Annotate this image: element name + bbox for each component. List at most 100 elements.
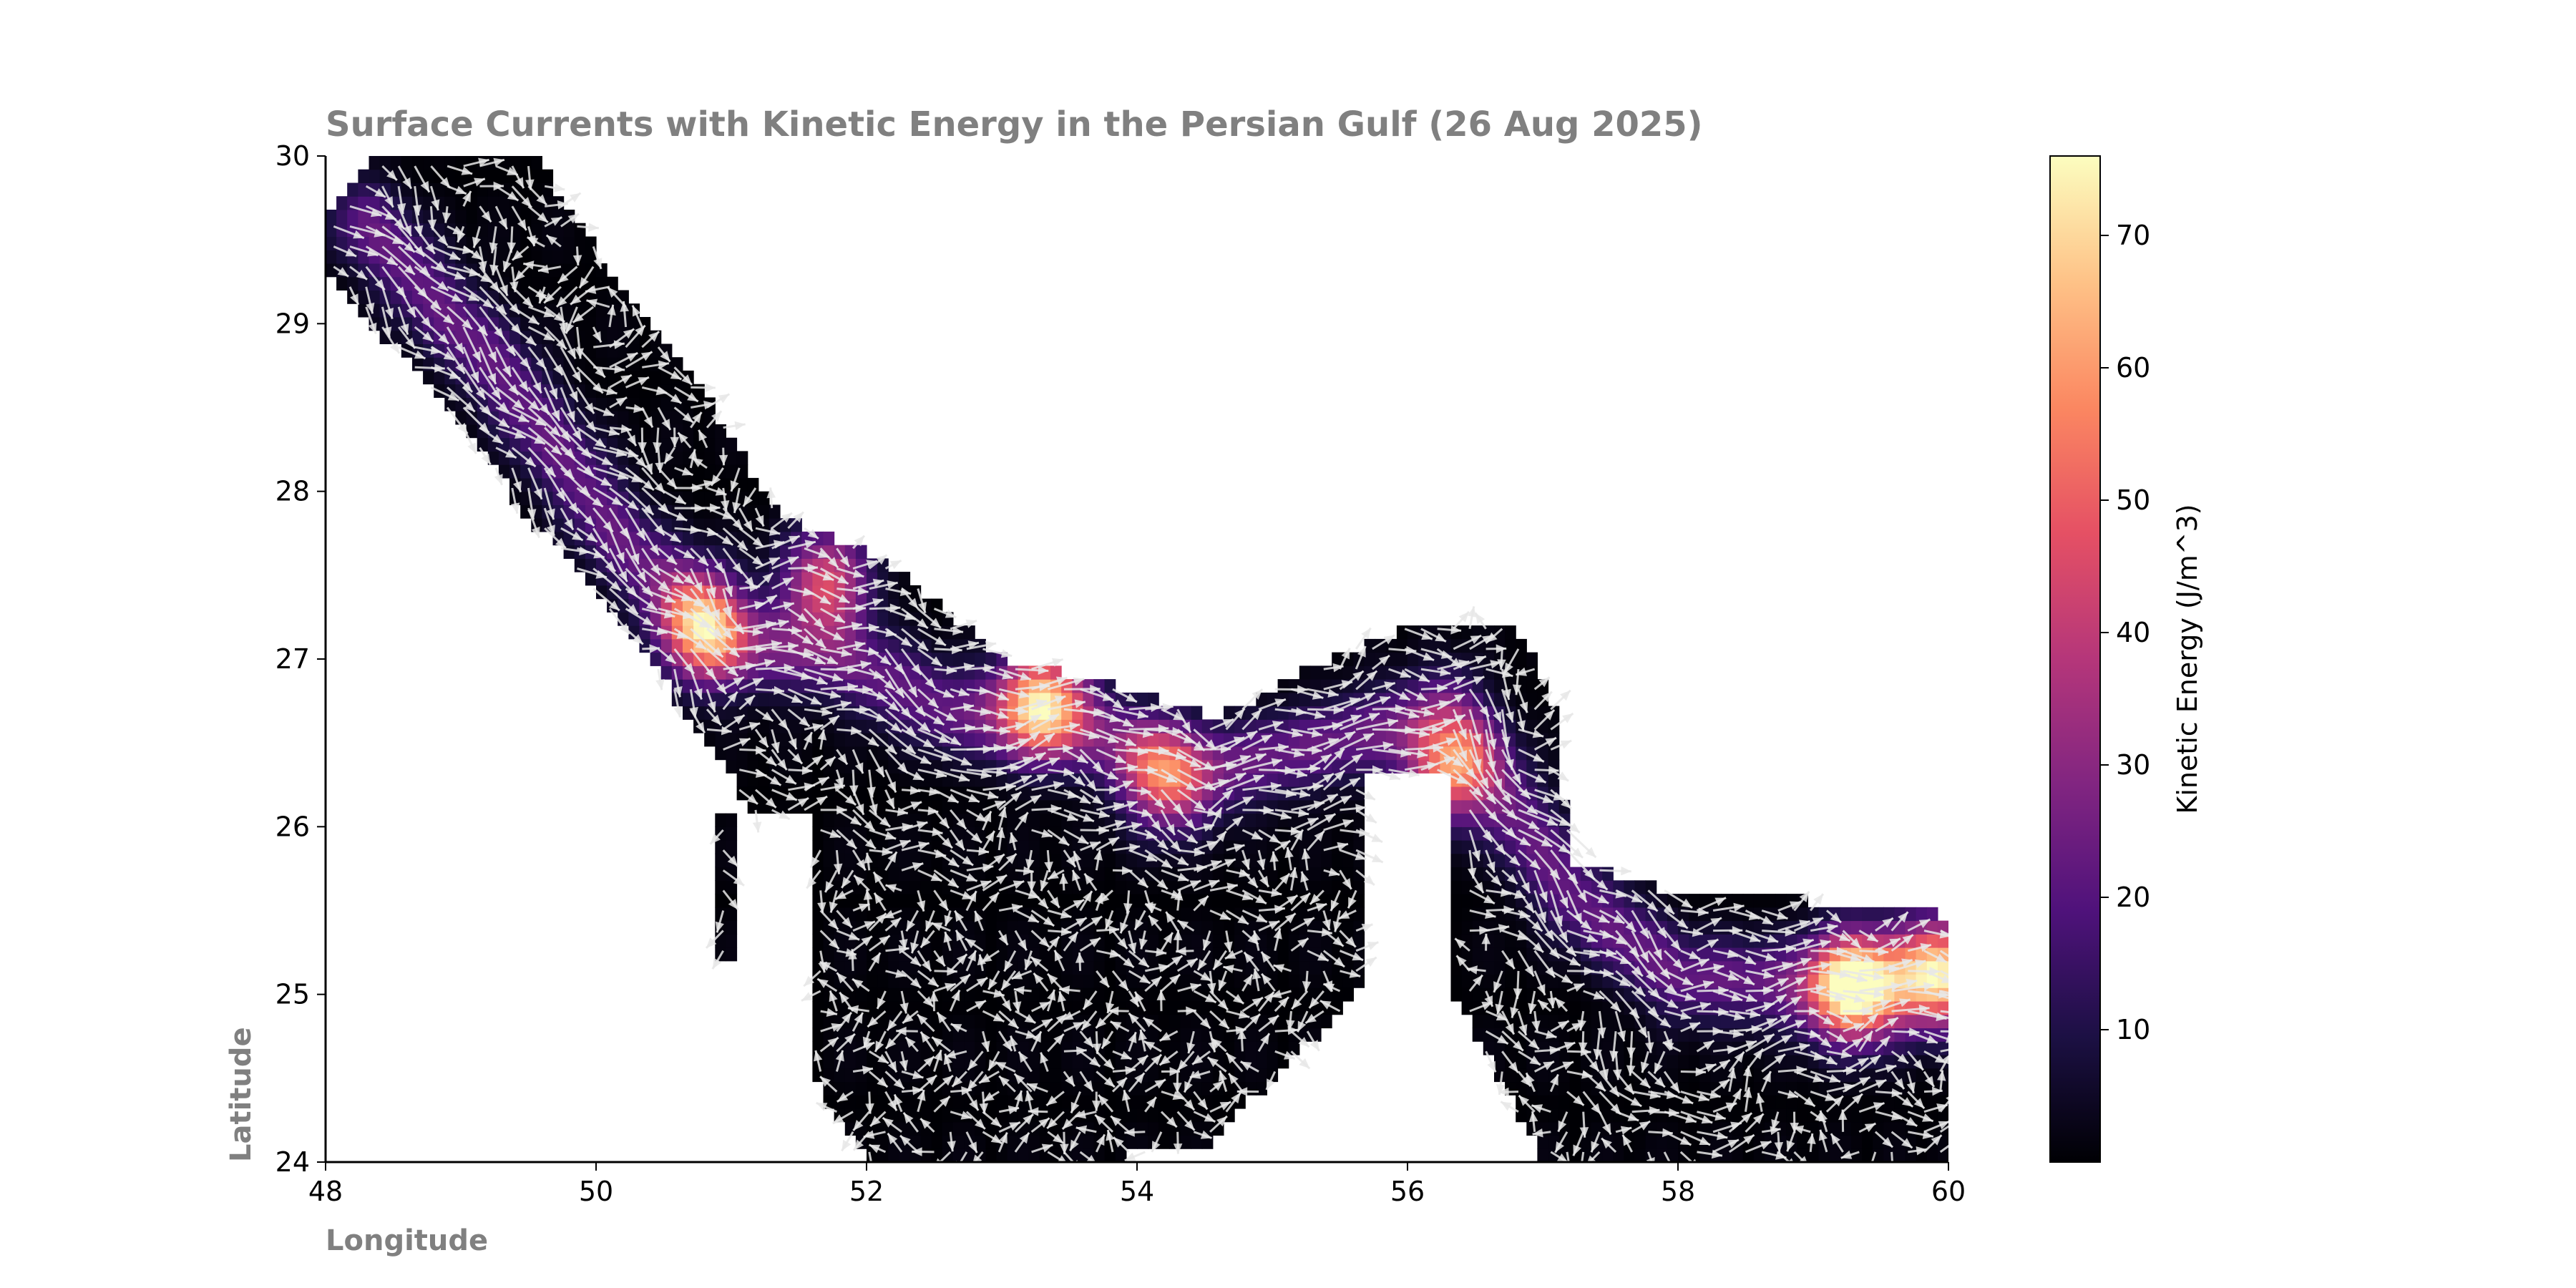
energy-cell (855, 773, 867, 787)
energy-cell (909, 1028, 922, 1042)
energy-cell (1224, 920, 1235, 935)
energy-cell (1224, 706, 1235, 720)
energy-cell (1018, 826, 1030, 841)
energy-cell (1569, 1081, 1581, 1096)
energy-cell (1050, 1055, 1062, 1069)
energy-cell (1104, 1148, 1116, 1162)
energy-cell (347, 263, 358, 278)
energy-cell (1201, 907, 1214, 922)
energy-cell (920, 1135, 932, 1149)
energy-cell (498, 169, 510, 183)
energy-cell (1148, 1068, 1159, 1083)
energy-cell (628, 464, 640, 479)
energy-cell (1516, 733, 1527, 747)
energy-cell (1450, 853, 1463, 868)
energy-cell (498, 384, 510, 398)
energy-cell (996, 947, 1008, 962)
energy-cell (552, 370, 565, 385)
energy-cell (1591, 974, 1603, 988)
energy-cell (423, 156, 434, 157)
energy-cell (1104, 934, 1116, 948)
energy-cell (1948, 1001, 1960, 1015)
energy-cell (1721, 1028, 1733, 1042)
kinetic-energy-field (326, 156, 1960, 1162)
energy-cell (1483, 1041, 1495, 1055)
energy-cell (1148, 746, 1159, 761)
energy-cell (920, 1041, 932, 1055)
energy-cell (1342, 853, 1354, 868)
energy-cell (726, 934, 738, 948)
energy-cell (964, 625, 975, 640)
energy-cell (1288, 813, 1300, 827)
energy-cell (823, 813, 835, 827)
energy-cell (1309, 974, 1322, 988)
energy-cell (1753, 1148, 1765, 1162)
energy-cell (844, 733, 857, 747)
energy-cell (888, 987, 899, 1002)
energy-cell (1126, 786, 1138, 801)
energy-cell (1083, 947, 1095, 962)
energy-cell (1288, 987, 1300, 1002)
energy-cell (412, 169, 424, 183)
energy-cell (552, 250, 565, 264)
energy-cell (1840, 1001, 1852, 1015)
energy-cell (1732, 1148, 1744, 1162)
energy-cell (931, 880, 943, 894)
energy-cell (390, 156, 402, 157)
energy-cell (899, 853, 911, 868)
energy-cell (1093, 987, 1106, 1002)
energy-cell (1505, 934, 1516, 948)
energy-cell (834, 1068, 846, 1083)
energy-cell (1862, 960, 1873, 975)
energy-cell (1201, 1068, 1214, 1083)
energy-cell (1461, 907, 1473, 922)
energy-cell (1624, 1028, 1636, 1042)
energy-cell (1894, 1041, 1906, 1055)
energy-cell (1634, 1135, 1646, 1149)
energy-cell (628, 384, 640, 398)
energy-cell (1732, 1108, 1744, 1123)
energy-cell (1450, 799, 1463, 814)
energy-cell (628, 370, 640, 385)
energy-cell (618, 612, 629, 626)
energy-cell (660, 545, 673, 559)
energy-cell (1894, 1014, 1906, 1029)
energy-cell (326, 223, 337, 237)
energy-cell (1191, 934, 1203, 948)
energy-cell (996, 920, 1008, 935)
energy-cell (498, 223, 510, 237)
energy-cell (596, 558, 608, 572)
energy-cell (1667, 1055, 1679, 1069)
energy-cell (1309, 880, 1322, 894)
energy-cell (1829, 974, 1841, 988)
energy-cell (726, 880, 738, 894)
energy-cell (1678, 934, 1689, 948)
energy-cell (780, 652, 791, 666)
energy-cell (1072, 706, 1083, 720)
energy-cell (747, 477, 759, 492)
energy-cell (1807, 1148, 1820, 1162)
energy-cell (650, 652, 662, 666)
energy-cell (1007, 934, 1019, 948)
energy-cell (1158, 733, 1170, 747)
energy-cell (1710, 974, 1722, 988)
energy-cell (1126, 1135, 1138, 1149)
energy-cell (693, 545, 705, 559)
energy-cell (358, 169, 370, 183)
energy-cell (347, 182, 358, 197)
energy-cell (1234, 1055, 1246, 1069)
energy-cell (1288, 960, 1300, 975)
energy-cell (1061, 947, 1073, 962)
energy-cell (812, 826, 824, 841)
energy-cell (466, 223, 478, 237)
energy-cell (1050, 1068, 1062, 1083)
energy-cell (466, 210, 478, 224)
energy-cell (1873, 907, 1884, 922)
energy-cell (1277, 679, 1289, 693)
energy-cell (1061, 894, 1073, 908)
energy-cell (1332, 826, 1343, 841)
energy-cell (1321, 960, 1332, 975)
energy-cell (520, 343, 532, 358)
energy-cell (920, 880, 932, 894)
energy-cell (683, 652, 694, 666)
